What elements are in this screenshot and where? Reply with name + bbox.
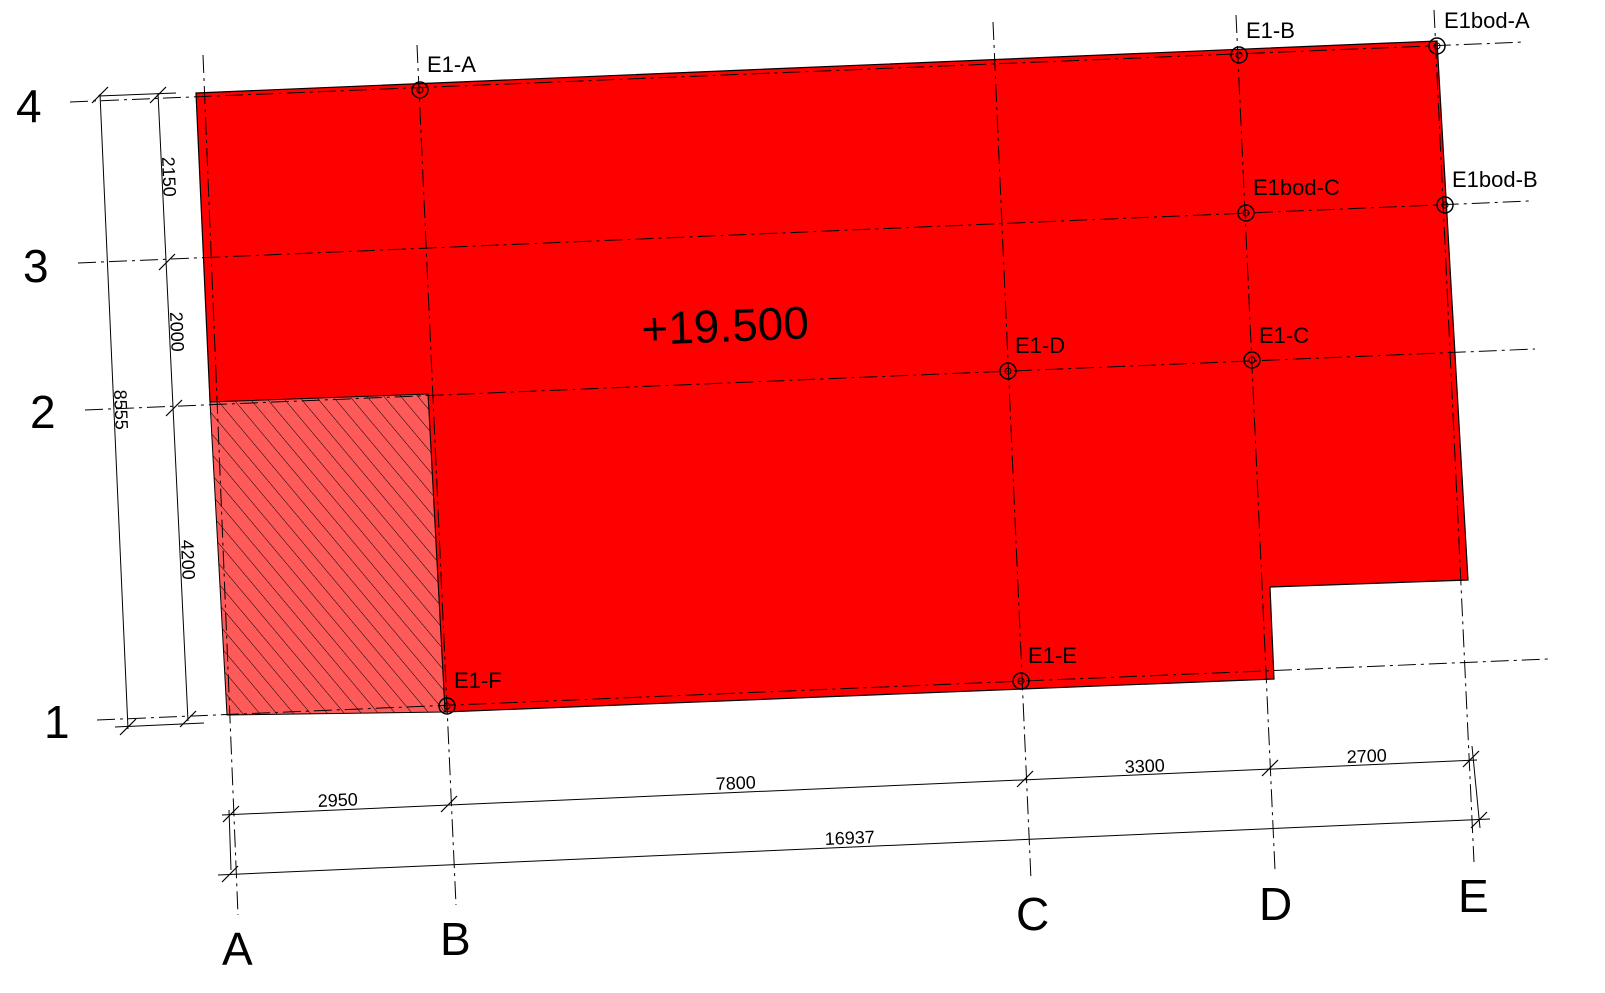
survey-points	[411, 37, 1454, 715]
grid-line-1	[96, 658, 1549, 721]
point-marker	[1230, 46, 1248, 64]
axis-label-d: D	[1259, 878, 1292, 930]
point-label-e1-d: E1-D	[1015, 333, 1065, 358]
point-label-e1-c: E1-C	[1259, 323, 1309, 348]
dim-label-8555: 8555	[110, 389, 132, 430]
dim-label-2700: 2700	[1346, 745, 1387, 767]
axis-label-c: C	[1016, 888, 1049, 940]
axis-label-b: B	[440, 913, 471, 965]
point-label-e1bod-c: E1bod-C	[1253, 175, 1340, 200]
axis-label-3: 3	[23, 240, 49, 292]
dim-label-4200: 4200	[177, 539, 199, 580]
dim-label-3300: 3300	[1124, 755, 1165, 777]
dim-label-16937: 16937	[824, 827, 875, 849]
dim-label-2150: 2150	[158, 156, 180, 197]
axis-label-2: 2	[30, 386, 56, 438]
point-marker	[1428, 37, 1446, 55]
point-label-e1bod-a: E1bod-A	[1444, 8, 1530, 33]
axis-label-1: 1	[44, 696, 70, 748]
point-label-e1-e: E1-E	[1028, 643, 1077, 668]
point-label-e1-a: E1-A	[427, 52, 476, 77]
grid-line-c	[992, 21, 1032, 881]
point-marker	[1436, 196, 1454, 214]
point-label-e1bod-b: E1bod-B	[1452, 167, 1538, 192]
point-marker	[438, 697, 456, 715]
dim-label-2950: 2950	[317, 789, 358, 811]
hatched-area	[209, 393, 446, 716]
dim-label-7800: 7800	[715, 772, 756, 794]
grid-line-3	[77, 200, 1531, 264]
dimension-horizontal	[217, 745, 1491, 883]
point-marker	[1012, 672, 1030, 690]
dim-label-2000: 2000	[166, 311, 188, 352]
grid-line-b	[416, 44, 457, 906]
axis-label-e: E	[1458, 870, 1489, 922]
point-marker	[999, 362, 1017, 380]
grid-line-a	[202, 54, 239, 916]
point-marker	[1243, 351, 1261, 369]
level-label: +19.500	[640, 296, 810, 355]
point-marker	[411, 81, 429, 99]
grid-line-2	[84, 348, 1536, 411]
grid-line-4	[69, 41, 1526, 103]
axis-label-4: 4	[16, 80, 42, 132]
dimension-vertical	[91, 86, 205, 736]
grid-line-d	[1235, 14, 1276, 871]
point-marker	[1237, 204, 1255, 222]
point-label-e1-f: E1-F	[454, 668, 502, 693]
grid-line-e	[1433, 9, 1475, 863]
point-label-e1-b: E1-B	[1246, 18, 1295, 43]
axis-label-a: A	[222, 923, 253, 975]
